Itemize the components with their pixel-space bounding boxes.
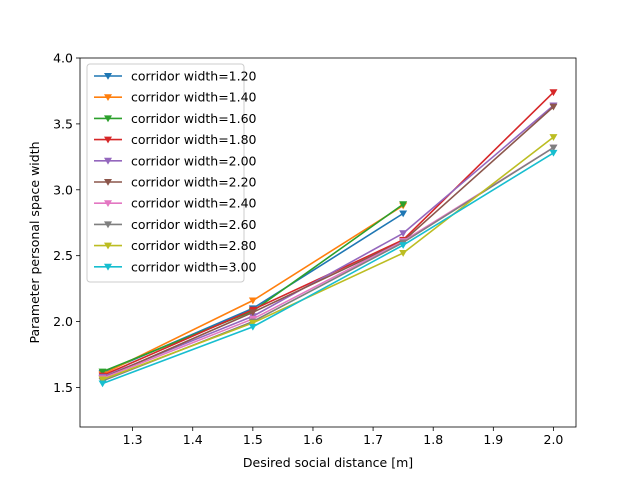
data-point-marker [98, 376, 107, 384]
data-point-marker [399, 230, 408, 238]
legend-label: corridor width=2.60 [131, 217, 257, 232]
legend-marker [104, 94, 112, 101]
data-point-marker [549, 149, 558, 157]
series-9 [98, 134, 558, 384]
legend-label: corridor width=1.20 [131, 69, 257, 84]
x-tick-label: 2.0 [544, 432, 564, 447]
legend-label: corridor width=1.60 [131, 111, 257, 126]
data-point-marker [248, 323, 257, 331]
legend-label: corridor width=1.80 [131, 132, 257, 147]
data-point-marker [549, 134, 558, 141]
data-point-marker [399, 210, 408, 218]
y-tick-label: 2.0 [53, 314, 73, 329]
legend-item: corridor width=2.20 [94, 175, 257, 190]
series-line [102, 136, 554, 381]
series-line [102, 104, 554, 378]
data-point-marker [248, 297, 257, 305]
x-tick-label: 1.5 [243, 432, 263, 447]
y-tick-label: 3.5 [53, 116, 73, 131]
legend-marker [104, 73, 112, 80]
data-point-marker [399, 250, 408, 257]
legend-marker [104, 242, 112, 250]
data-point-marker [98, 368, 107, 376]
data-point-marker [399, 242, 408, 249]
data-point-marker [549, 144, 558, 152]
x-tick-label: 1.7 [363, 432, 383, 447]
legend-marker [104, 136, 112, 144]
series-line [102, 152, 554, 385]
legend-label: corridor width=1.40 [131, 90, 257, 105]
data-point-marker [248, 319, 257, 327]
legend-item: corridor width=2.40 [94, 196, 257, 211]
legend-item: corridor width=2.00 [94, 153, 257, 168]
series-layer [98, 89, 558, 388]
data-point-marker [549, 103, 558, 111]
x-tick-label: 1.9 [483, 432, 503, 447]
x-tick-label: 1.3 [123, 432, 143, 447]
series-10 [98, 149, 558, 388]
axes-frame [79, 57, 577, 428]
legend-marker [104, 200, 112, 207]
data-point-marker [98, 380, 107, 388]
legend: corridor width=1.20 corridor width=1.40 co… [86, 63, 257, 283]
y-tick-label: 3.0 [53, 182, 73, 197]
y-tick-label: 2.5 [53, 248, 73, 263]
legend-item: corridor width=1.80 [94, 132, 257, 147]
legend-item: corridor width=1.60 [94, 111, 257, 126]
legend-marker [104, 157, 112, 165]
y-axis-label: Parameter personal space width [27, 141, 42, 343]
x-axis-label: Desired social distance [m] [243, 455, 413, 470]
x-tick-label: 1.6 [303, 432, 323, 447]
legend-label: corridor width=2.40 [131, 196, 257, 211]
legend-item: corridor width=2.80 [94, 238, 257, 253]
legend-marker [104, 115, 112, 123]
legend-marker [104, 263, 112, 271]
legend-item: corridor width=3.00 [94, 259, 257, 274]
series-line [102, 106, 554, 379]
legend-marker [104, 221, 112, 229]
legend-marker [104, 179, 112, 186]
ticks-layer: 1.3 1.4 1.5 1.6 1.7 1.8 1.9 2.0 1.5 2.0 2.5 3.0 3.5 4… [53, 51, 563, 448]
y-tick-label: 4.0 [53, 51, 73, 66]
legend-label: corridor width=3.00 [131, 259, 257, 274]
legend-label: corridor width=2.20 [131, 175, 257, 190]
legend-label: corridor width=2.00 [131, 153, 257, 168]
data-point-marker [248, 309, 257, 317]
y-tick-label: 1.5 [53, 380, 73, 395]
legend-label: corridor width=2.80 [131, 238, 257, 253]
data-point-marker [549, 89, 558, 97]
legend-box [86, 63, 245, 283]
x-tick-label: 1.8 [423, 432, 443, 447]
data-point-marker [399, 201, 408, 209]
legend-item: corridor width=1.40 [94, 90, 257, 105]
legend-item: corridor width=1.20 [94, 69, 257, 84]
legend-item: corridor width=2.60 [94, 217, 257, 232]
x-tick-label: 1.4 [183, 432, 203, 447]
